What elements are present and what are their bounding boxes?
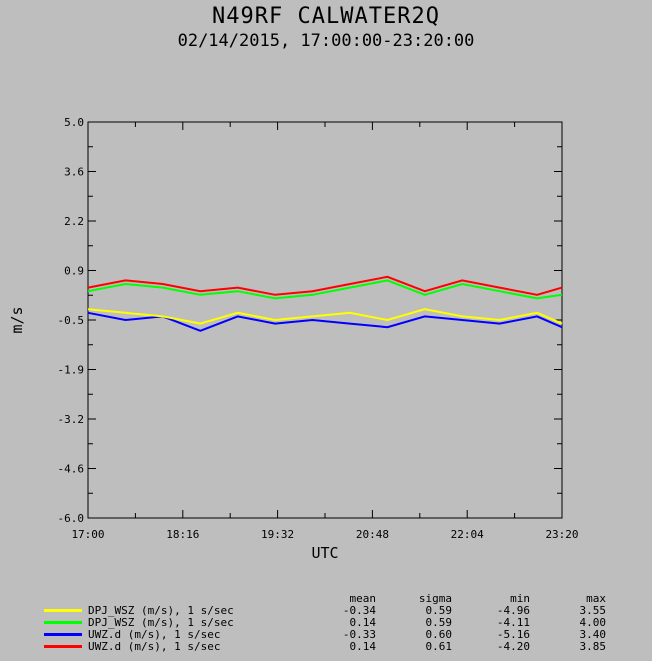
legend-mean: 0.14 [349,640,377,653]
legend-min: -5.16 [496,628,530,641]
stats-header-min: min [510,592,530,605]
legend-row: DPJ_WSZ (m/s), 1 s/sec 0.14 0.59 -4.11 4… [0,617,652,629]
legend-swatch [44,621,82,624]
stats-header: mean sigma min max [0,593,652,605]
series-line [87,311,563,332]
x-tick-label: 17:00 [71,528,104,541]
x-tick-label: 23:20 [545,528,578,541]
series-layer [87,275,563,332]
x-axis-label: UTC [311,544,338,562]
y-tick-label: -6.0 [58,512,85,525]
y-tick-label: -0.5 [58,314,85,327]
legend-min: -4.96 [496,604,530,617]
stats-table: mean sigma min max DPJ_WSZ (m/s), 1 s/se… [0,593,652,653]
y-axis-ticks: 5.0 3.6 2.2 0.9 -0.5 -1.9 -3.2 -4.6 -6.0 [58,116,562,525]
series-line [87,275,563,296]
legend-sigma: 0.60 [425,628,453,641]
legend-min: -4.20 [496,640,530,653]
stats-header-sigma: sigma [418,592,452,605]
stats-header-max: max [586,592,606,605]
x-axis-ticks: 17:00 18:16 19:32 20:48 22:04 23:20 [71,122,579,541]
legend-max: 3.40 [579,628,607,641]
legend-sigma: 0.59 [425,616,453,629]
legend-row: DPJ_WSZ (m/s), 1 s/sec -0.34 0.59 -4.96 … [0,605,652,617]
legend-mean: -0.33 [342,628,376,641]
legend-sigma: 0.59 [425,604,453,617]
legend-max: 3.55 [579,604,607,617]
legend-row: UWZ.d (m/s), 1 s/sec 0.14 0.61 -4.20 3.8… [0,641,652,653]
series-line [87,308,563,325]
stats-header-mean: mean [349,592,377,605]
legend-mean: -0.34 [342,604,376,617]
chart-title: N49RF CALWATER2Q [212,4,440,29]
x-tick-label: 19:32 [261,528,294,541]
legend-row: UWZ.d (m/s), 1 s/sec -0.33 0.60 -5.16 3.… [0,629,652,641]
y-axis-label: m/s [8,306,26,333]
x-tick-label: 20:48 [356,528,389,541]
y-tick-label: 0.9 [64,265,84,278]
y-tick-label: -1.9 [58,364,85,377]
legend-min: -4.11 [496,616,530,629]
y-tick-label: 5.0 [64,116,84,129]
x-tick-label: 22:04 [451,528,484,541]
y-tick-label: -4.6 [58,463,85,476]
legend-series-name: DPJ_WSZ (m/s), 1 s/sec [88,616,234,629]
legend-max: 4.00 [579,616,607,629]
y-tick-label: 2.2 [64,215,84,228]
legend-max: 3.85 [579,640,607,653]
y-tick-label: -3.2 [58,413,85,426]
chart-canvas: 17:00 18:16 19:32 20:48 22:04 23:20 5.0 3.6 2.2… [8,116,579,562]
legend-sigma: 0.61 [425,640,453,653]
y-tick-label: 3.6 [64,166,84,179]
legend-series-name: DPJ_WSZ (m/s), 1 s/sec [88,604,234,617]
legend-swatch [44,609,82,612]
series-line [87,279,563,300]
plot-area [87,121,563,519]
legend-series-name: UWZ.d (m/s), 1 s/sec [88,628,221,641]
chart-subtitle: 02/14/2015, 17:00:00-23:20:00 [177,31,475,51]
x-tick-label: 18:16 [166,528,199,541]
legend-series-name: UWZ.d (m/s), 1 s/sec [88,640,221,653]
legend-swatch [44,645,82,648]
legend-mean: 0.14 [349,616,377,629]
legend-swatch [44,633,82,636]
